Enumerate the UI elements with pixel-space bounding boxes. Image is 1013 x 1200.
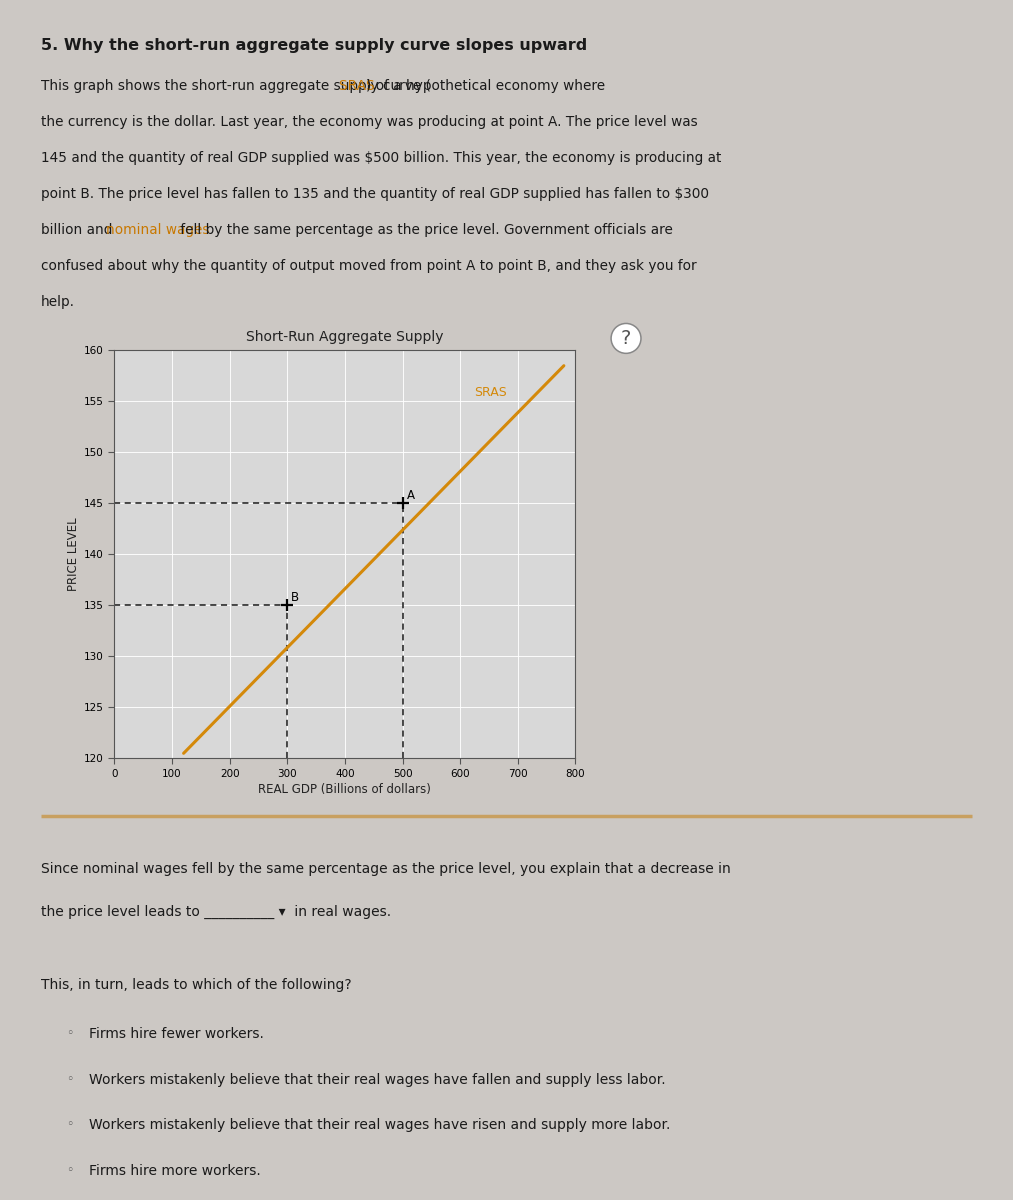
Text: billion and: billion and bbox=[41, 223, 116, 238]
X-axis label: REAL GDP (Billions of dollars): REAL GDP (Billions of dollars) bbox=[258, 782, 432, 796]
Text: Since nominal wages fell by the same percentage as the price level, you explain : Since nominal wages fell by the same per… bbox=[41, 862, 730, 876]
Text: 145 and the quantity of real GDP supplied was $500 billion. This year, the econo: 145 and the quantity of real GDP supplie… bbox=[41, 151, 721, 166]
Text: ?: ? bbox=[621, 329, 631, 348]
Text: This graph shows the short-run aggregate supply curve (: This graph shows the short-run aggregate… bbox=[41, 79, 431, 94]
Text: A: A bbox=[406, 490, 414, 503]
Y-axis label: PRICE LEVEL: PRICE LEVEL bbox=[67, 517, 80, 592]
Text: confused about why the quantity of output moved from point A to point B, and the: confused about why the quantity of outpu… bbox=[41, 259, 696, 274]
Text: help.: help. bbox=[41, 295, 75, 310]
Text: B: B bbox=[292, 592, 300, 605]
Text: Workers mistakenly believe that their real wages have risen and supply more labo: Workers mistakenly believe that their re… bbox=[89, 1118, 671, 1133]
Text: SRAS: SRAS bbox=[474, 386, 508, 400]
Text: This, in turn, leads to which of the following?: This, in turn, leads to which of the fol… bbox=[41, 978, 352, 992]
Text: Firms hire more workers.: Firms hire more workers. bbox=[89, 1164, 261, 1178]
Text: ◦: ◦ bbox=[66, 1027, 73, 1040]
Text: point B. The price level has fallen to 135 and the quantity of real GDP supplied: point B. The price level has fallen to 1… bbox=[41, 187, 708, 202]
Text: ◦: ◦ bbox=[66, 1118, 73, 1132]
Text: ◦: ◦ bbox=[66, 1073, 73, 1086]
Text: fell by the same percentage as the price level. Government officials are: fell by the same percentage as the price… bbox=[176, 223, 673, 238]
Text: ) of a hypothetical economy where: ) of a hypothetical economy where bbox=[366, 79, 605, 94]
Text: Workers mistakenly believe that their real wages have fallen and supply less lab: Workers mistakenly believe that their re… bbox=[89, 1073, 666, 1087]
Text: nominal wages: nominal wages bbox=[105, 223, 209, 238]
Text: the currency is the dollar. Last year, the economy was producing at point A. The: the currency is the dollar. Last year, t… bbox=[41, 115, 697, 130]
Text: ◦: ◦ bbox=[66, 1164, 73, 1177]
Text: SRAS: SRAS bbox=[338, 79, 379, 94]
Text: Firms hire fewer workers.: Firms hire fewer workers. bbox=[89, 1027, 264, 1042]
Text: the price level leads to __________ ▾  in real wages.: the price level leads to __________ ▾ in… bbox=[41, 905, 391, 919]
Title: Short-Run Aggregate Supply: Short-Run Aggregate Supply bbox=[246, 330, 444, 343]
Text: 5. Why the short-run aggregate supply curve slopes upward: 5. Why the short-run aggregate supply cu… bbox=[41, 38, 587, 53]
